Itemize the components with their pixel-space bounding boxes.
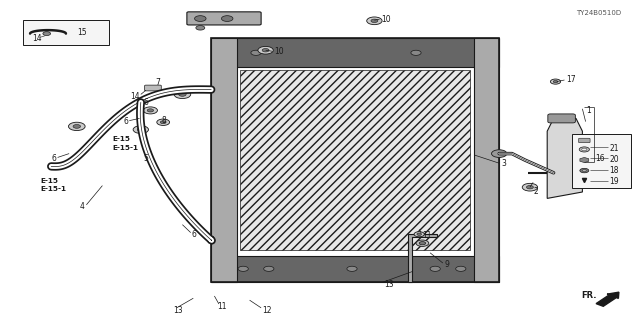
Circle shape — [553, 80, 558, 83]
Text: 4: 4 — [79, 202, 84, 211]
Circle shape — [550, 79, 561, 84]
Circle shape — [371, 19, 378, 22]
Circle shape — [174, 90, 191, 99]
Text: E-15: E-15 — [40, 178, 58, 184]
Polygon shape — [211, 38, 499, 67]
Circle shape — [579, 147, 589, 152]
Text: 13: 13 — [384, 280, 394, 289]
FancyBboxPatch shape — [145, 85, 161, 91]
Circle shape — [138, 128, 144, 131]
Circle shape — [367, 17, 382, 25]
Polygon shape — [474, 38, 499, 282]
Text: 7: 7 — [155, 78, 160, 87]
Text: 11: 11 — [422, 231, 432, 240]
Text: 10: 10 — [381, 15, 391, 24]
Circle shape — [414, 232, 424, 237]
Text: 14: 14 — [32, 34, 42, 43]
Polygon shape — [240, 70, 470, 250]
FancyArrow shape — [596, 292, 619, 306]
Circle shape — [258, 46, 273, 54]
Circle shape — [43, 32, 51, 36]
Circle shape — [73, 124, 81, 128]
Text: 21: 21 — [609, 144, 619, 153]
Circle shape — [419, 242, 426, 245]
Text: 18: 18 — [609, 166, 619, 175]
Circle shape — [582, 170, 586, 172]
Polygon shape — [211, 256, 499, 282]
Circle shape — [196, 26, 205, 30]
Text: 6: 6 — [51, 154, 56, 163]
Circle shape — [580, 168, 589, 173]
Text: 19: 19 — [609, 177, 619, 186]
Text: 6: 6 — [192, 230, 197, 239]
FancyBboxPatch shape — [187, 12, 261, 25]
Text: E-15-1: E-15-1 — [40, 187, 67, 192]
FancyBboxPatch shape — [548, 114, 575, 123]
Text: 11: 11 — [218, 302, 227, 311]
Circle shape — [238, 266, 248, 271]
FancyBboxPatch shape — [572, 134, 631, 188]
Circle shape — [251, 50, 261, 55]
Circle shape — [133, 126, 148, 133]
Text: 17: 17 — [566, 75, 575, 84]
Circle shape — [195, 16, 206, 21]
Text: 2: 2 — [533, 188, 538, 196]
Text: 8: 8 — [161, 116, 166, 125]
Circle shape — [68, 122, 85, 131]
Circle shape — [411, 50, 421, 55]
Circle shape — [262, 49, 269, 52]
FancyBboxPatch shape — [23, 20, 109, 45]
Circle shape — [157, 119, 170, 125]
Text: TY24B0510D: TY24B0510D — [576, 11, 621, 16]
Text: 5: 5 — [143, 154, 148, 163]
Circle shape — [492, 150, 507, 157]
Text: 16: 16 — [595, 154, 605, 163]
Text: 9: 9 — [445, 260, 450, 269]
Text: 12: 12 — [262, 306, 272, 315]
Polygon shape — [547, 118, 582, 198]
Polygon shape — [408, 234, 437, 282]
Text: 20: 20 — [609, 155, 619, 164]
Circle shape — [143, 107, 157, 114]
Text: 14: 14 — [130, 92, 140, 100]
Circle shape — [527, 186, 533, 189]
Circle shape — [147, 109, 154, 112]
Circle shape — [582, 148, 587, 151]
Circle shape — [347, 266, 357, 271]
Text: 3: 3 — [501, 159, 506, 168]
Polygon shape — [211, 38, 237, 282]
Circle shape — [417, 233, 422, 236]
Circle shape — [221, 16, 233, 21]
Text: E-15: E-15 — [112, 136, 130, 142]
Circle shape — [179, 92, 186, 96]
Text: 1: 1 — [586, 106, 591, 115]
Text: FR.: FR. — [581, 292, 596, 300]
Circle shape — [160, 121, 166, 124]
Text: 6: 6 — [143, 98, 148, 107]
Circle shape — [430, 266, 440, 271]
Circle shape — [416, 240, 429, 246]
Circle shape — [264, 266, 274, 271]
Text: E-15-1: E-15-1 — [112, 145, 138, 151]
Circle shape — [456, 266, 466, 271]
Text: 6: 6 — [123, 117, 128, 126]
Text: 15: 15 — [77, 28, 86, 37]
Circle shape — [522, 183, 538, 191]
Text: 13: 13 — [173, 306, 182, 315]
FancyBboxPatch shape — [579, 138, 590, 143]
Text: 10: 10 — [274, 47, 284, 56]
